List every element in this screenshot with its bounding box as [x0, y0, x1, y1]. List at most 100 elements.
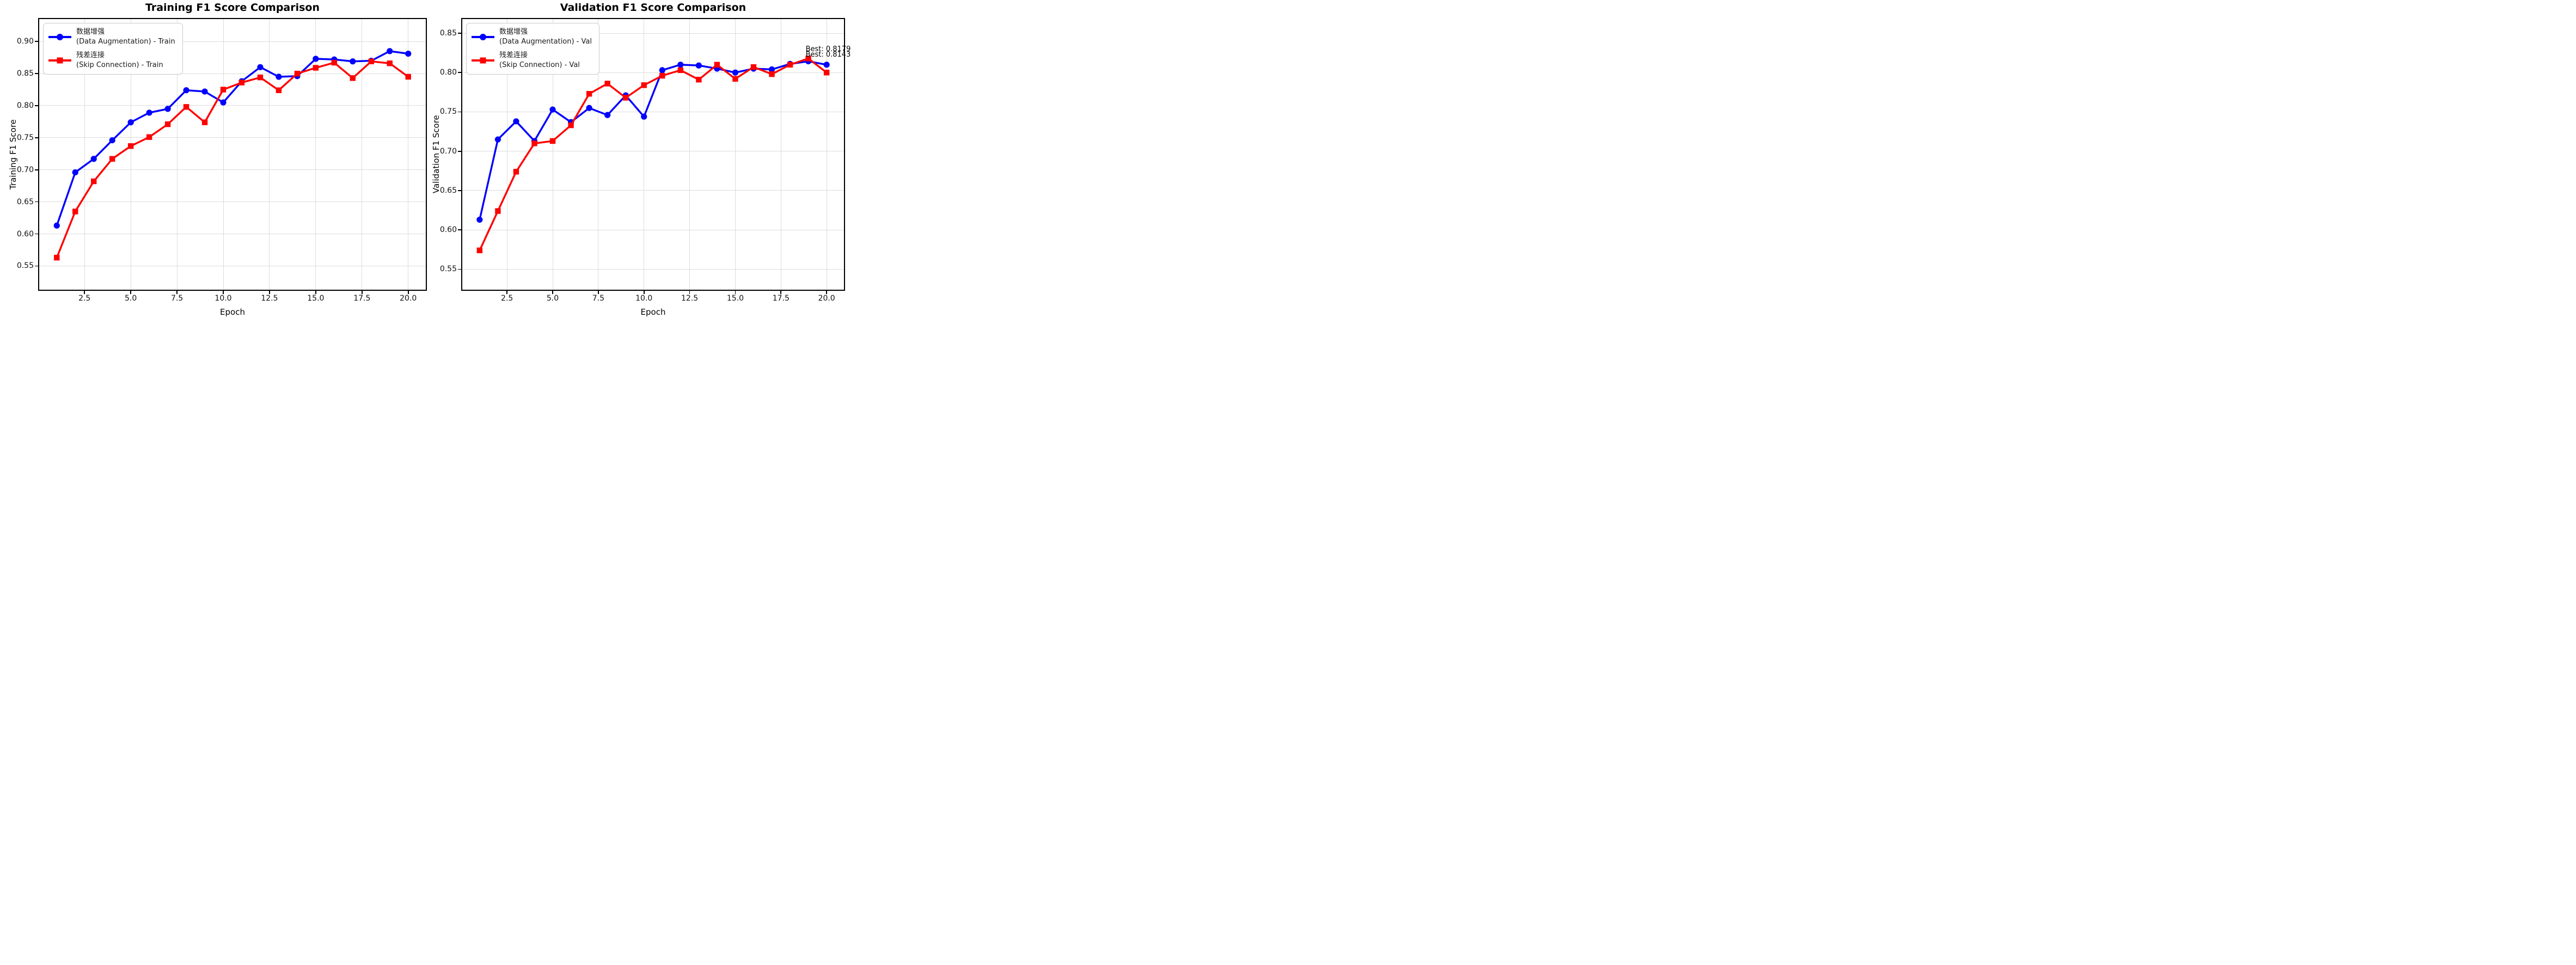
- x-gridline: [269, 19, 270, 290]
- chart-title: Training F1 Score Comparison: [145, 2, 320, 14]
- y-tick-label: 0.70: [439, 146, 457, 156]
- square-marker: [604, 81, 610, 87]
- x-tick-label: 20.0: [818, 294, 835, 303]
- square-marker: [549, 138, 556, 144]
- legend-entry: 数据增强 (Data Augmentation) - Val: [472, 27, 592, 47]
- square-marker: [750, 64, 757, 70]
- y-tick-label: 0.80: [16, 101, 34, 110]
- circle-marker: [183, 87, 189, 94]
- square-marker: [368, 58, 374, 64]
- x-tick-mark: [643, 291, 645, 294]
- x-tick-mark: [407, 291, 409, 294]
- x-tick-label: 15.0: [307, 294, 325, 303]
- circle-marker: [768, 66, 775, 73]
- y-tick-mark: [35, 169, 38, 170]
- circle-marker: [494, 136, 501, 143]
- square-marker: [331, 59, 338, 66]
- square-marker: [350, 75, 356, 81]
- x-tick-mark: [223, 291, 224, 294]
- y-axis-label: Training F1 Score: [8, 119, 18, 190]
- circle-marker: [220, 99, 227, 106]
- y-tick-label: 0.60: [439, 225, 457, 235]
- square-marker: [696, 77, 702, 83]
- y-tick-label: 0.85: [439, 29, 457, 38]
- square-marker: [54, 254, 60, 261]
- square-marker: [164, 121, 171, 127]
- circle-marker: [313, 56, 319, 62]
- y-tick-mark: [35, 265, 38, 267]
- square-marker: [294, 70, 301, 77]
- circle-marker: [276, 74, 282, 80]
- x-tick-label: 12.5: [261, 294, 278, 303]
- x-tick-label: 5.0: [125, 294, 137, 303]
- x-tick-mark: [598, 291, 599, 294]
- x-gridline: [689, 19, 690, 290]
- square-marker: [568, 122, 574, 129]
- square-marker: [823, 70, 830, 76]
- figure: Training F1 Score Comparison Training F1…: [0, 0, 859, 322]
- x-tick-mark: [176, 291, 178, 294]
- plot-area: 2.5 5.0 7.5 10.0 12.5 15.0 17.5 20.0 0.55 0.60 0.6…: [440, 18, 850, 303]
- y-tick-mark: [35, 105, 38, 106]
- circle-marker: [586, 105, 592, 111]
- training-chart: Training F1 Score Comparison Training F1…: [8, 0, 427, 322]
- square-marker: [513, 169, 519, 175]
- square-marker: [387, 60, 393, 66]
- circle-marker: [513, 118, 519, 125]
- x-gridline: [176, 19, 178, 290]
- y-tick-label: 0.75: [439, 107, 457, 117]
- circle-marker: [72, 169, 78, 176]
- circle-marker: [823, 62, 830, 68]
- legend-label-line: (Data Augmentation) - Val: [499, 37, 592, 46]
- circle-marker: [146, 109, 152, 116]
- legend-square-icon: [480, 57, 486, 64]
- x-tick-mark: [689, 291, 690, 294]
- y-tick-label: 0.65: [439, 186, 457, 195]
- y-gridline: [39, 169, 426, 170]
- square-marker: [787, 62, 793, 68]
- x-tick-mark: [130, 291, 131, 294]
- circle-marker: [641, 113, 647, 120]
- circle-marker: [109, 137, 115, 144]
- square-marker: [732, 76, 738, 82]
- best-score-annotation: Best: 0.8143: [805, 51, 851, 59]
- legend-swatch: [48, 33, 71, 41]
- square-marker: [313, 65, 319, 71]
- circle-marker: [127, 119, 134, 126]
- x-tick-mark: [84, 291, 85, 294]
- circle-marker: [549, 106, 556, 113]
- square-marker: [220, 87, 227, 93]
- x-tick-mark: [506, 291, 507, 294]
- square-marker: [586, 91, 592, 97]
- skip-connection-line: [56, 60, 409, 258]
- y-tick-mark: [35, 201, 38, 203]
- best-score-annotation: Best: 0.8179: [805, 45, 851, 54]
- x-tick-mark: [315, 291, 316, 294]
- y-tick-mark: [458, 268, 461, 270]
- square-marker: [257, 74, 264, 81]
- square-marker: [146, 134, 152, 140]
- y-gridline: [39, 137, 426, 138]
- circle-marker: [405, 50, 412, 57]
- legend-label: 残差连接 (Skip Connection) - Train: [76, 51, 163, 70]
- legend-label-line: 残差连接: [499, 51, 528, 59]
- legend: 数据增强 (Data Augmentation) - Val 残差连接 (Skip C…: [466, 23, 599, 75]
- y-gridline: [39, 105, 426, 106]
- y-tick-mark: [458, 150, 461, 152]
- circle-marker: [677, 62, 684, 68]
- y-tick-label: 0.70: [16, 165, 34, 174]
- circle-marker: [350, 58, 356, 65]
- square-marker: [677, 67, 684, 74]
- legend-circle-icon: [57, 33, 63, 40]
- legend-label: 残差连接 (Skip Connection) - Val: [499, 51, 580, 70]
- x-tick-label: 12.5: [681, 294, 699, 303]
- y-gridline: [39, 201, 426, 203]
- x-tick-label: 15.0: [726, 294, 744, 303]
- legend-label-line: (Data Augmentation) - Train: [76, 37, 175, 46]
- x-tick-label: 5.0: [546, 294, 559, 303]
- square-marker: [476, 247, 483, 253]
- y-tick-mark: [458, 111, 461, 113]
- x-tick-mark: [826, 291, 827, 294]
- x-tick-mark: [780, 291, 782, 294]
- legend-swatch: [48, 57, 71, 64]
